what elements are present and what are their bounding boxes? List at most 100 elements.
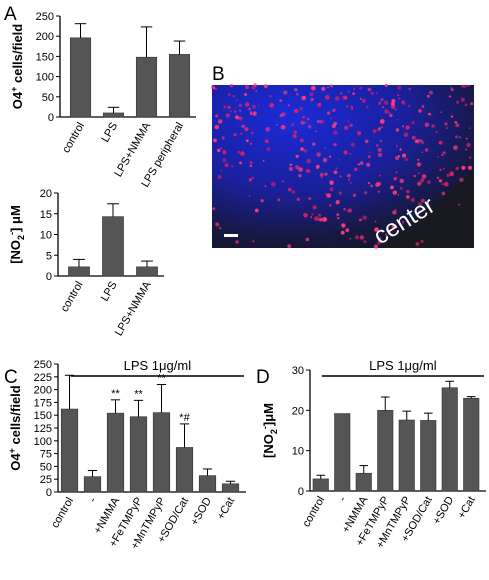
micrograph-cell — [269, 103, 275, 108]
bar — [168, 54, 191, 118]
micrograph-cell — [282, 180, 284, 183]
micrograph-cell — [316, 152, 321, 157]
micrograph-cell — [212, 207, 216, 211]
x-tick-label: LPS+NMMA — [113, 279, 154, 338]
bar — [60, 408, 79, 493]
y-tick-label: 30 — [292, 365, 304, 377]
micrograph-cell — [420, 140, 425, 145]
micrograph-cell — [266, 147, 271, 152]
micrograph-cell — [344, 125, 349, 130]
micrograph-cell — [372, 129, 377, 134]
micrograph-cell — [317, 102, 322, 107]
micrograph-cell — [384, 83, 388, 88]
micrograph-cell — [277, 198, 281, 202]
micrograph-cell — [347, 90, 350, 93]
panel-label-b: B — [212, 64, 225, 85]
micrograph-cell — [426, 204, 430, 208]
micrograph-cell — [213, 138, 217, 143]
micrograph-cell — [367, 87, 372, 92]
micrograph-cell — [455, 123, 460, 128]
micrograph-cell — [302, 115, 306, 119]
micrograph-cell — [379, 174, 381, 177]
micrograph-cell — [397, 94, 400, 97]
micrograph-cell — [347, 209, 351, 213]
micrograph-cell — [395, 128, 400, 132]
micrograph-cell — [401, 100, 406, 105]
micrograph-cell — [322, 217, 328, 222]
micrograph-cell — [311, 213, 314, 216]
micrograph-cell — [250, 131, 254, 135]
micrograph-cell — [309, 92, 314, 97]
micrograph-cell — [396, 119, 399, 121]
micrograph-cell — [352, 92, 356, 96]
micrograph-cell — [336, 213, 340, 217]
y-axis-label-sub: 2 — [269, 429, 279, 434]
micrograph-cell — [335, 200, 340, 205]
micrograph-cell — [312, 205, 317, 210]
x-tick-label: +SOD — [189, 495, 215, 527]
y-axis-label-sup: - — [260, 426, 270, 429]
micrograph-cell — [330, 117, 332, 119]
micrograph-cell — [291, 190, 296, 194]
bar — [377, 410, 394, 492]
micrograph-cell — [218, 226, 222, 230]
micrograph-cell — [221, 136, 225, 140]
micrograph-cell — [357, 131, 362, 136]
micrograph-cell — [349, 123, 353, 127]
micrograph-cell — [436, 176, 440, 180]
y-tick-label: 10 — [40, 230, 52, 242]
y-tick-label: 150 — [34, 410, 52, 422]
micrograph-cell — [248, 195, 251, 197]
y-tick-label: 5 — [46, 250, 52, 262]
micrograph-cell — [306, 117, 310, 121]
micrograph-cell — [359, 235, 365, 240]
micrograph-cell — [230, 165, 234, 168]
micrograph-cell — [364, 139, 369, 143]
treatment-label: LPS 1μg/ml — [369, 358, 437, 373]
micrograph-cell — [377, 128, 381, 132]
micrograph-cell — [359, 86, 362, 90]
micrograph-cell — [397, 85, 402, 90]
micrograph-cell — [379, 101, 382, 104]
micrograph-cell — [467, 165, 473, 170]
micrograph-cell — [377, 152, 383, 158]
x-tick-label: - — [337, 494, 349, 503]
bar — [355, 472, 372, 492]
micrograph-cell — [306, 158, 312, 164]
micrograph-cell — [389, 113, 393, 118]
micrograph-cell — [399, 186, 403, 190]
bar — [312, 478, 329, 492]
micrograph-cell — [399, 178, 405, 184]
micrograph-cell — [240, 133, 243, 135]
micrograph-cell — [402, 220, 405, 223]
micrograph-cell — [339, 175, 342, 178]
micrograph-dark-region — [380, 170, 474, 248]
micrograph-cells — [210, 83, 474, 249]
micrograph-cell — [421, 105, 425, 108]
micrograph-cell — [421, 151, 424, 154]
micrograph-cell — [441, 191, 446, 196]
micrograph-cell — [257, 104, 260, 107]
micrograph-cell — [287, 104, 290, 107]
micrograph-cell — [418, 109, 422, 113]
micrograph-cell — [402, 153, 407, 158]
micrograph-cell — [303, 121, 307, 124]
y-tick-label: 0 — [48, 112, 54, 124]
micrograph-cell — [329, 84, 333, 88]
y-tick-label: 150 — [36, 51, 54, 63]
micrograph-cell — [418, 202, 422, 206]
micrograph-cell — [449, 171, 455, 177]
micrograph-cell — [451, 88, 454, 91]
micrograph-cell — [438, 179, 443, 183]
micrograph-cell — [348, 178, 350, 181]
bar — [129, 416, 148, 493]
micrograph-cell — [237, 150, 240, 154]
micrograph-cell — [406, 195, 410, 199]
micrograph-cell — [249, 164, 252, 168]
micrograph-cell — [300, 147, 304, 151]
micrograph-cell — [431, 124, 435, 128]
micrograph-cell — [403, 132, 409, 138]
micrograph-cell — [295, 165, 300, 170]
